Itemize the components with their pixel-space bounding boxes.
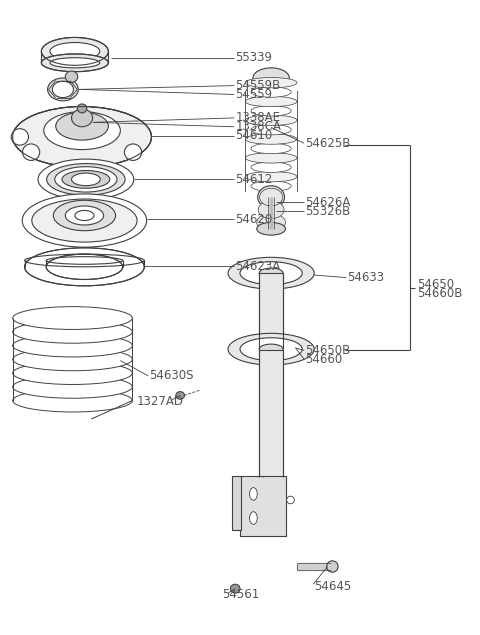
Ellipse shape [287, 496, 294, 504]
Ellipse shape [251, 181, 291, 191]
Text: 54626A: 54626A [305, 196, 350, 209]
Ellipse shape [228, 333, 314, 365]
Ellipse shape [46, 254, 123, 279]
Text: 54645: 54645 [314, 580, 351, 592]
Ellipse shape [12, 321, 132, 343]
Ellipse shape [124, 144, 142, 161]
Ellipse shape [44, 112, 120, 150]
Ellipse shape [251, 87, 291, 97]
Ellipse shape [245, 134, 297, 144]
Text: 1338CA: 1338CA [235, 120, 281, 133]
Ellipse shape [24, 248, 144, 286]
Ellipse shape [41, 54, 108, 72]
Bar [259, 273, 283, 349]
Text: 54620: 54620 [235, 213, 273, 226]
Polygon shape [41, 51, 108, 63]
Ellipse shape [12, 375, 132, 398]
Ellipse shape [11, 129, 28, 145]
Text: 54561: 54561 [222, 588, 260, 601]
Text: 54623A: 54623A [235, 260, 280, 272]
Ellipse shape [251, 105, 291, 116]
Text: 54660B: 54660B [417, 287, 462, 300]
Text: 54650: 54650 [417, 278, 454, 291]
Ellipse shape [72, 109, 93, 127]
Ellipse shape [72, 173, 100, 185]
Ellipse shape [50, 58, 100, 68]
Ellipse shape [52, 81, 73, 98]
Text: 1338AE: 1338AE [235, 111, 280, 124]
Ellipse shape [22, 194, 147, 247]
Ellipse shape [12, 334, 132, 357]
Text: 54633: 54633 [347, 271, 384, 284]
Ellipse shape [253, 68, 289, 88]
Ellipse shape [12, 362, 132, 384]
Ellipse shape [245, 77, 297, 88]
Ellipse shape [55, 167, 117, 192]
Ellipse shape [266, 190, 276, 197]
Ellipse shape [257, 213, 286, 231]
Ellipse shape [258, 185, 285, 208]
Ellipse shape [56, 112, 108, 140]
Bar [240, 476, 286, 536]
Text: 54630S: 54630S [149, 370, 193, 382]
Text: 54660: 54660 [305, 353, 342, 366]
Ellipse shape [48, 78, 78, 101]
Text: 54559: 54559 [235, 88, 272, 101]
Text: 54625B: 54625B [305, 137, 350, 150]
Ellipse shape [77, 104, 87, 113]
Ellipse shape [251, 162, 291, 173]
Ellipse shape [245, 152, 297, 163]
Ellipse shape [258, 201, 284, 218]
Ellipse shape [65, 206, 104, 225]
Ellipse shape [23, 144, 40, 161]
Text: 55339: 55339 [235, 51, 272, 64]
Text: 54559B: 54559B [235, 79, 280, 92]
Text: 54610: 54610 [235, 129, 273, 142]
Polygon shape [298, 563, 331, 570]
Ellipse shape [260, 188, 283, 206]
Polygon shape [123, 260, 144, 267]
Ellipse shape [53, 200, 116, 231]
Ellipse shape [12, 389, 132, 412]
Ellipse shape [245, 171, 297, 182]
Ellipse shape [251, 124, 291, 135]
Text: 54650B: 54650B [305, 344, 350, 357]
Bar [232, 476, 241, 530]
Ellipse shape [41, 37, 108, 65]
Ellipse shape [32, 199, 137, 242]
Ellipse shape [38, 159, 134, 199]
Ellipse shape [176, 392, 184, 399]
Ellipse shape [245, 115, 297, 126]
Ellipse shape [230, 584, 240, 593]
Ellipse shape [12, 307, 132, 330]
Ellipse shape [250, 488, 257, 500]
Ellipse shape [12, 107, 152, 168]
Ellipse shape [240, 338, 302, 361]
Ellipse shape [259, 268, 283, 278]
Polygon shape [24, 260, 46, 267]
Bar [259, 351, 283, 477]
Text: 54612: 54612 [235, 173, 273, 186]
Ellipse shape [12, 348, 132, 371]
Text: 1327AD: 1327AD [137, 395, 184, 408]
Ellipse shape [259, 344, 283, 354]
Ellipse shape [65, 71, 78, 83]
Ellipse shape [257, 222, 286, 235]
Ellipse shape [50, 43, 100, 60]
Ellipse shape [245, 97, 297, 107]
Ellipse shape [326, 561, 338, 572]
Ellipse shape [251, 144, 291, 154]
Ellipse shape [62, 171, 110, 188]
Ellipse shape [250, 512, 257, 525]
Text: 55326B: 55326B [305, 204, 350, 218]
Ellipse shape [75, 210, 94, 220]
Ellipse shape [228, 257, 314, 289]
Ellipse shape [240, 262, 302, 284]
Ellipse shape [47, 164, 125, 195]
